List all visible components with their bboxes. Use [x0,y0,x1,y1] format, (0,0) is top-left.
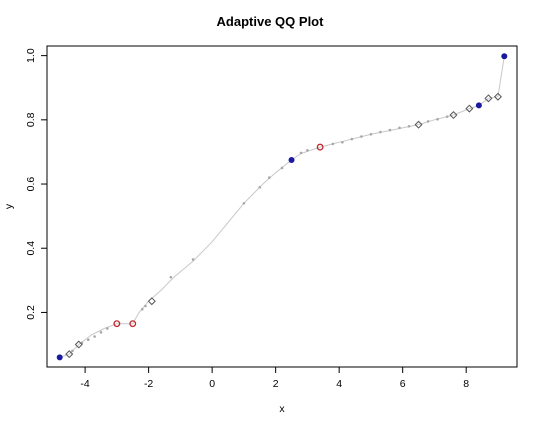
red-open-point [316,143,324,151]
small-point [299,151,303,155]
red-open-point [129,320,137,328]
diamond-point [414,120,423,129]
x-tick-label: 4 [336,378,342,390]
y-tick-label: 0.4 [25,241,37,256]
diamond-point [465,104,474,113]
diamond-point [493,92,502,101]
axes: -4 -2 0 2 4 6 8 0.2 0.4 0.6 0.8 1.0 [25,48,469,390]
red-open-point [113,320,121,328]
x-tick-label: 0 [209,378,215,390]
small-point [191,258,195,261]
x-tick-label: 6 [400,378,406,390]
x-tick-label: -4 [80,378,89,390]
plot-area [56,53,508,361]
y-tick-label: 0.2 [25,305,37,320]
filled-point [56,354,63,361]
y-axis-title: y [3,203,15,209]
diamond-point [147,297,156,306]
small-point [360,135,363,138]
chart-title: Adaptive QQ Plot [216,14,324,29]
series-line [59,56,505,358]
diamond-point [65,350,74,359]
small-point [242,201,246,205]
small-point [106,327,109,330]
small-point [388,128,392,132]
y-tick-label: 0.8 [25,112,37,127]
small-point [267,176,271,179]
small-point [93,335,96,338]
small-point [99,331,103,334]
small-point [379,130,382,134]
small-point [280,166,284,170]
small-point [140,307,144,311]
small-point [445,115,449,118]
filled-point [288,156,295,163]
diamond-point [74,340,83,349]
diamond-point [449,111,458,120]
small-point [436,117,439,121]
y-tick-label: 1.0 [25,48,37,63]
small-point [258,185,262,189]
small-point [407,124,411,128]
plot-frame [46,45,518,368]
x-tick-label: 8 [463,378,469,390]
x-tick-label: 2 [273,378,279,390]
y-tick-label: 0.6 [25,177,37,192]
filled-point [501,53,508,60]
filled-point [475,102,482,109]
small-point [71,349,74,353]
small-point [86,338,90,342]
small-point [306,149,309,152]
x-axis-title: x [279,403,285,415]
small-point [426,120,430,123]
small-point [350,137,354,141]
small-point [341,141,344,144]
x-tick-label: -2 [144,378,153,390]
small-point [331,142,335,146]
small-point [369,132,373,136]
diamond-point [484,94,493,103]
small-point [398,126,401,130]
small-point [169,275,173,279]
small-point [144,304,147,308]
